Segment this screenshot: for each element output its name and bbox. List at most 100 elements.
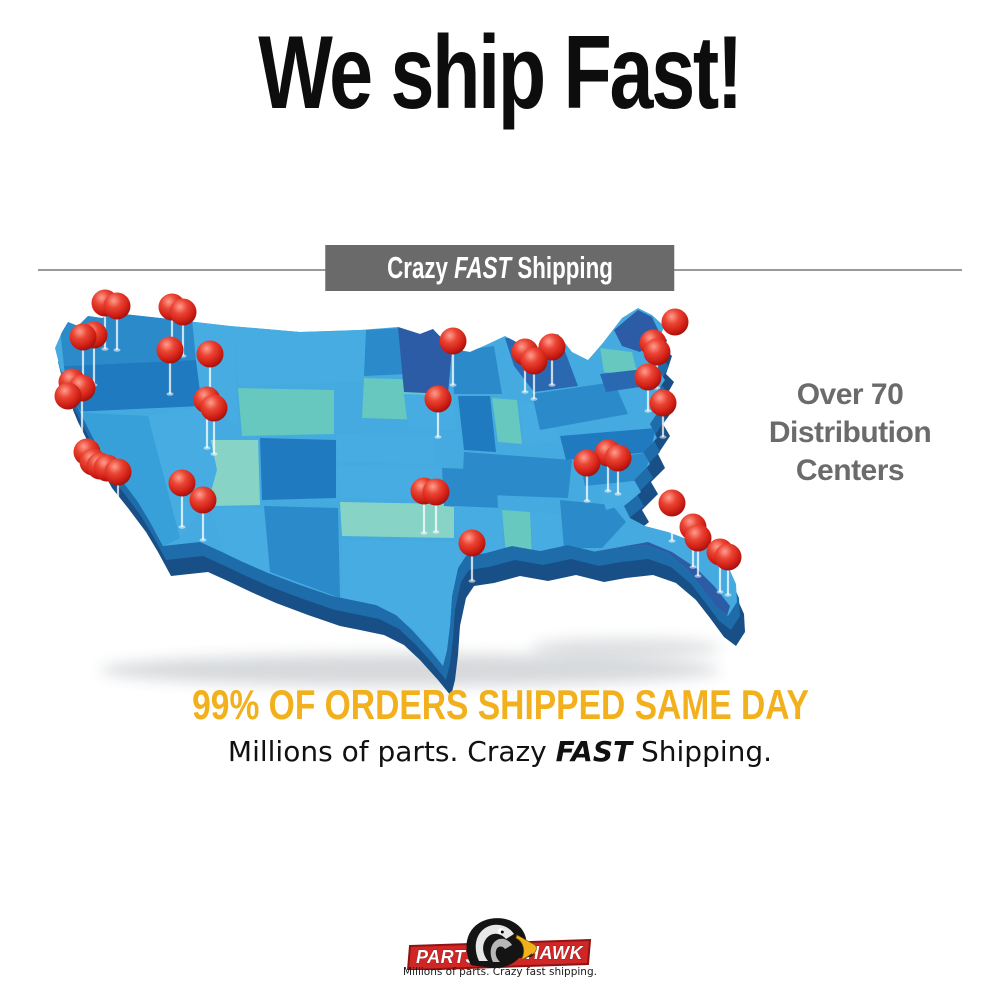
- state-patch-OK: [340, 502, 454, 538]
- state-patch-NE: [336, 434, 434, 464]
- location-pin: [658, 489, 686, 517]
- location-pin: [511, 338, 539, 366]
- state-patch-ND: [364, 328, 406, 376]
- partshawk-logo: PARTS HAWK: [405, 915, 595, 970]
- location-pin: [103, 292, 131, 320]
- state-patch-SD: [362, 378, 426, 420]
- state-patch-NC: [580, 452, 652, 486]
- pin-stems-layer: [64, 311, 732, 597]
- state-patch-MI: [505, 338, 578, 392]
- state-patch-FL: [592, 542, 730, 616]
- pins-layer: [54, 289, 742, 571]
- ribbon-word-fast: FAST: [454, 250, 512, 285]
- location-pin: [93, 454, 121, 482]
- state-patch-CO: [260, 438, 336, 500]
- state-patch-ID: [192, 318, 238, 426]
- location-pin: [91, 289, 119, 317]
- state-patch-NM: [264, 506, 340, 598]
- location-pin: [422, 478, 450, 506]
- state-patch-AZ: [210, 508, 272, 574]
- location-pin: [104, 458, 132, 486]
- location-pin: [73, 438, 101, 466]
- ribbon-word-shipping: Shipping: [511, 250, 613, 285]
- location-pin: [79, 448, 107, 476]
- location-pin: [538, 333, 566, 361]
- location-pin: [604, 444, 632, 472]
- logo-tagline: Millions of parts. Crazy fast shipping.: [403, 966, 597, 978]
- state-patch-VA: [560, 428, 656, 460]
- location-pin: [424, 385, 452, 413]
- state-patch-KY-TN: [462, 452, 572, 498]
- map-extrusion-deep: [63, 338, 745, 696]
- state-patch-IN: [492, 398, 522, 444]
- state-patch-SC: [600, 480, 642, 510]
- page-title-text: We ship Fast!: [258, 15, 744, 131]
- callout-line-2: Distribution: [768, 416, 932, 449]
- logo-word-parts: PARTS: [416, 947, 478, 967]
- state-patch-MN: [398, 327, 452, 394]
- sub-part-3: Shipping.: [632, 735, 773, 768]
- location-pin: [196, 340, 224, 368]
- ribbon-word-crazy: Crazy: [387, 250, 455, 285]
- callout-line-1: Over 70: [796, 378, 904, 411]
- location-pin: [58, 368, 86, 396]
- state-patch-GA: [560, 500, 626, 548]
- state-patch-IA: [404, 394, 456, 430]
- state-patch-IL: [458, 396, 496, 452]
- location-pin: [200, 394, 228, 422]
- callout-line-3: Centers: [795, 454, 905, 487]
- location-pin: [80, 321, 108, 349]
- state-patch-CA: [70, 394, 180, 546]
- state-patch-WA: [58, 310, 196, 366]
- state-patch-OH: [519, 402, 558, 444]
- location-pin: [594, 439, 622, 467]
- location-pin: [69, 323, 97, 351]
- map-extrusion: [58, 322, 740, 680]
- state-patch-VT-NH: [600, 348, 638, 376]
- distribution-callout: Over 70 Distribution Centers: [740, 376, 960, 490]
- states-layer: [58, 310, 730, 664]
- state-patch-MA-CT: [600, 368, 660, 392]
- location-pin: [189, 486, 217, 514]
- sub-part-fast: FAST: [555, 735, 633, 768]
- state-patch-AL: [530, 512, 562, 552]
- location-pin: [573, 449, 601, 477]
- location-pin: [679, 513, 707, 541]
- headline-text: 99% OF ORDERS SHIPPED SAME DAY: [191, 681, 809, 728]
- location-pin: [439, 327, 467, 355]
- shipping-ribbon-text: Crazy FAST Shipping: [387, 250, 613, 286]
- location-pin: [661, 308, 689, 336]
- location-pin: [156, 336, 184, 364]
- location-pin: [169, 298, 197, 326]
- location-pin: [639, 329, 667, 357]
- sub-part-1: Millions of parts. Crazy: [227, 735, 556, 768]
- state-patch-OR: [64, 360, 202, 412]
- page-title: We ship Fast!: [0, 15, 1000, 131]
- us-map-surface: [55, 308, 737, 666]
- location-pin: [54, 382, 82, 410]
- location-pin: [458, 529, 486, 557]
- state-patch-MS: [502, 510, 532, 556]
- shipping-ribbon: Crazy FAST Shipping: [325, 245, 675, 291]
- location-pin: [520, 347, 548, 375]
- location-pin: [193, 386, 221, 414]
- location-pin: [168, 469, 196, 497]
- state-patch-MO: [442, 468, 498, 510]
- location-pin: [684, 524, 712, 552]
- state-patch-NV: [148, 408, 217, 538]
- headline: 99% OF ORDERS SHIPPED SAME DAY: [0, 681, 1000, 729]
- location-pin: [68, 374, 96, 402]
- location-pin: [643, 338, 671, 366]
- subheadline: Millions of parts. Crazy FAST Shipping.: [0, 735, 1000, 768]
- state-patch-ME: [614, 310, 660, 352]
- state-patch-TX: [342, 540, 466, 664]
- hawk-icon: [466, 918, 537, 969]
- state-patch-WI: [452, 346, 502, 394]
- state-patch-WY: [238, 388, 334, 436]
- location-pin: [410, 477, 438, 505]
- location-pin: [706, 538, 734, 566]
- state-patch-UT: [206, 440, 260, 506]
- location-pin: [86, 452, 114, 480]
- state-patch-PA-NY: [532, 382, 628, 430]
